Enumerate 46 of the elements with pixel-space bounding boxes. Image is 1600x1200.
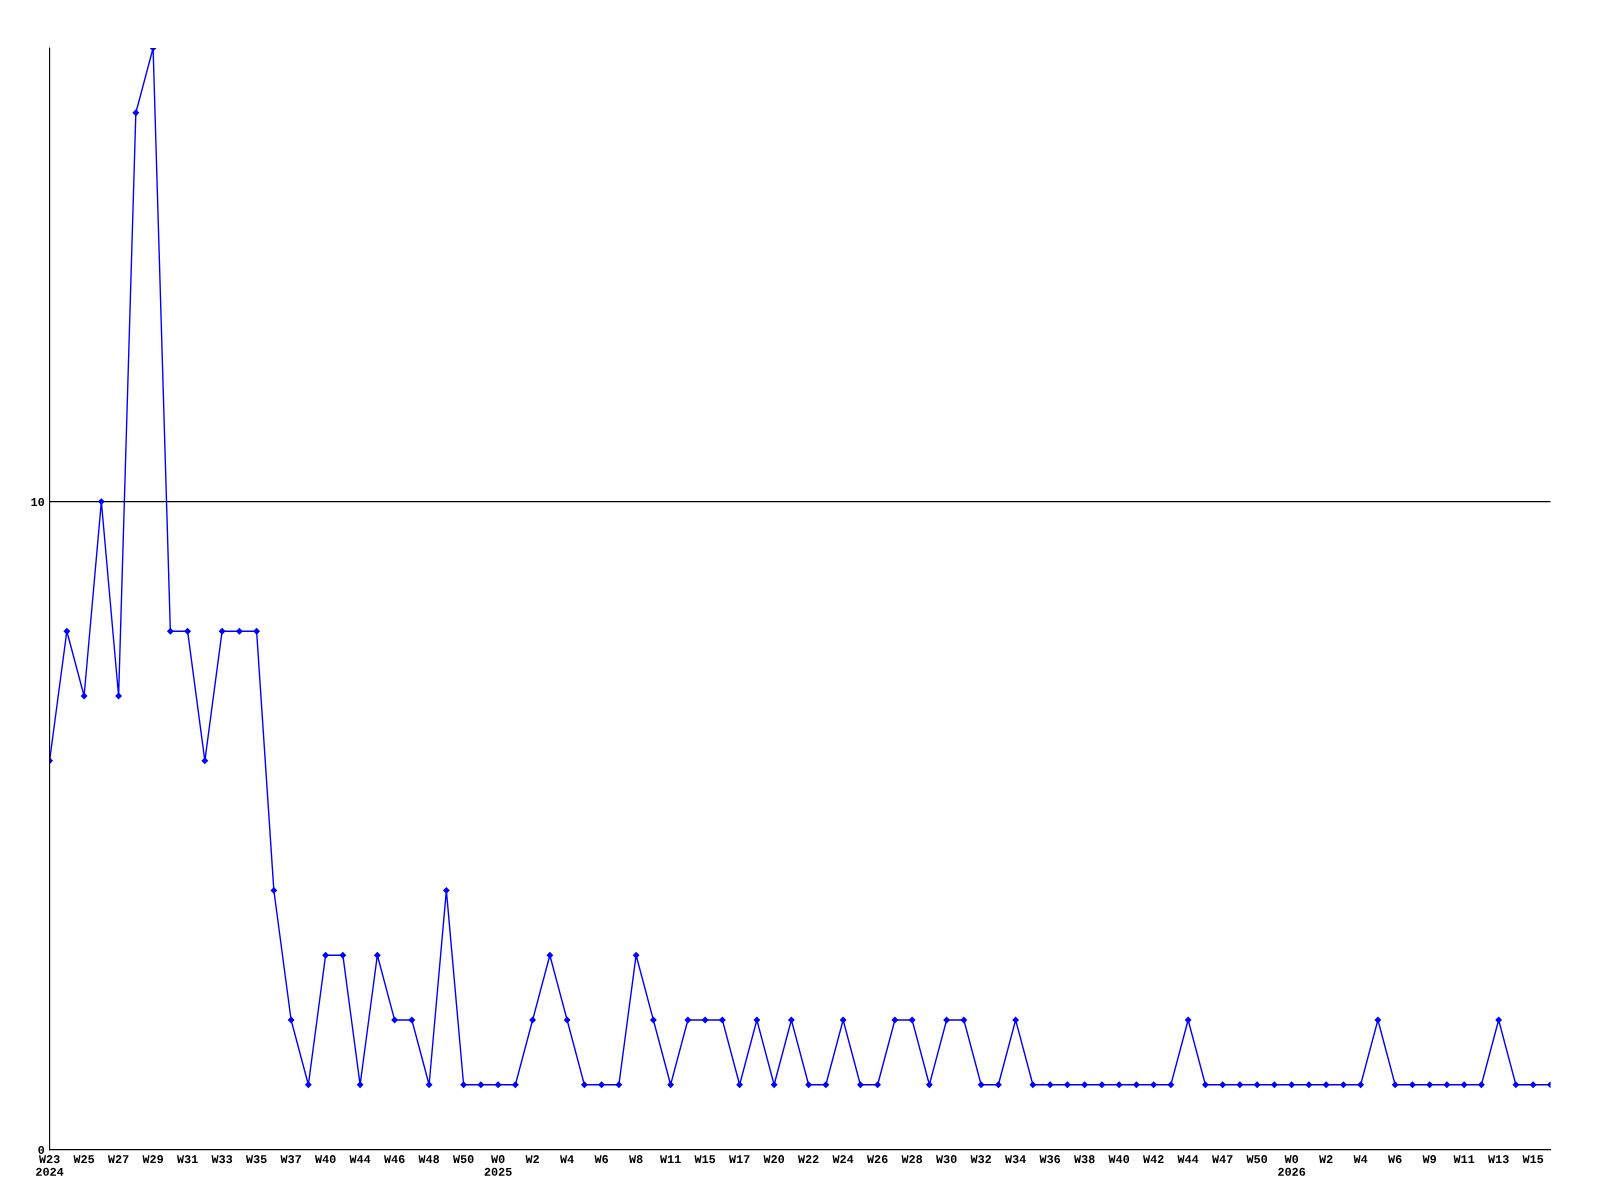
x-tick-label: W36	[1039, 1155, 1061, 1164]
x-tick-label: W44	[349, 1155, 371, 1164]
x-tick-label: W40	[1108, 1155, 1130, 1164]
x-tick-label: W40	[314, 1155, 336, 1164]
x-tick-label: W0 2025	[484, 1155, 512, 1176]
x-tick-label: W35	[245, 1155, 267, 1164]
x-tick-label: W22	[798, 1155, 819, 1164]
x-tick-label: W47	[1212, 1155, 1233, 1164]
x-tick-label: W28	[901, 1155, 923, 1164]
x-tick-label: W9	[1422, 1155, 1437, 1164]
x-tick-label: W31	[176, 1155, 198, 1164]
x-tick-label: W17	[729, 1155, 750, 1164]
x-tick-label: W30	[936, 1155, 957, 1164]
x-tick-label: W42	[1143, 1155, 1164, 1164]
x-tick-label: W34	[1005, 1155, 1026, 1164]
x-tick-label: W6	[594, 1155, 609, 1164]
x-tick-label: W20	[763, 1155, 785, 1164]
x-tick-label: W26	[867, 1155, 888, 1164]
x-tick-label: W38	[1074, 1155, 1095, 1164]
x-tick-label: W48	[418, 1155, 440, 1164]
x-tick-label: W15	[1522, 1155, 1544, 1164]
x-tick-label: W33	[211, 1155, 233, 1164]
y-tick-label: 10	[31, 497, 45, 506]
x-tick-label: W29	[142, 1155, 164, 1164]
x-tick-label: W44	[1177, 1155, 1199, 1164]
x-tick-label: W32	[970, 1155, 992, 1164]
x-tick-label: W4	[1353, 1155, 1368, 1164]
x-tick-label: W25	[73, 1155, 95, 1164]
x-tick-label: W2	[525, 1155, 540, 1164]
y-tick-label: 0	[38, 1145, 45, 1154]
x-tick-label: W0 2026	[1278, 1155, 1306, 1176]
x-tick-label: W46	[383, 1155, 405, 1164]
x-tick-label: W6	[1388, 1155, 1402, 1164]
x-tick-label: W23 2024	[36, 1155, 64, 1176]
x-tick-label: W8	[629, 1155, 643, 1164]
x-tick-label: W2	[1319, 1155, 1333, 1164]
x-tick-label: W50	[1246, 1155, 1268, 1164]
x-tick-label: W4	[560, 1155, 574, 1164]
x-tick-label: W27	[107, 1155, 129, 1164]
x-tick-label: W11	[659, 1155, 681, 1164]
x-tick-label: W50	[452, 1155, 474, 1164]
x-tick-label: W15	[694, 1155, 716, 1164]
x-tick-label: W37	[280, 1155, 301, 1164]
x-tick-label: W13	[1488, 1155, 1509, 1164]
x-tick-label: W24	[832, 1155, 854, 1164]
x-tick-label: W11	[1453, 1155, 1475, 1164]
